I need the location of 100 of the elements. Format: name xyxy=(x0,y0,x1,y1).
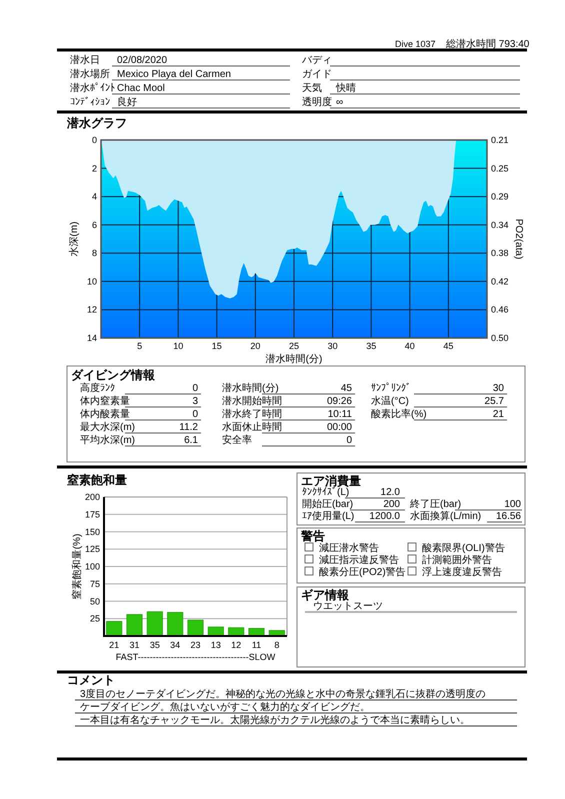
text: 09:26 xyxy=(326,396,352,407)
text: 11.2 xyxy=(179,422,198,433)
text: ｴｱ使用量(L) xyxy=(302,511,354,522)
y-tick-label: 0 xyxy=(92,135,97,145)
y-tick-label: 100 xyxy=(84,562,100,572)
text: エア消費量 xyxy=(301,474,361,488)
text: 水面換算(L/min) xyxy=(410,510,482,522)
y2-tick-label: 0.29 xyxy=(491,192,509,202)
text: 25.7 xyxy=(484,396,504,407)
text: 45 xyxy=(340,383,352,394)
x-tick-label: 15 xyxy=(212,341,222,351)
data-label: 35 xyxy=(150,640,160,650)
bar xyxy=(167,612,184,636)
y-tick-label: 150 xyxy=(84,526,100,537)
text: ∞ xyxy=(336,97,344,108)
y-axis-title: 窒素飽和量(%) xyxy=(71,534,83,600)
text: 00:00 xyxy=(326,422,352,433)
text: 0 xyxy=(192,383,198,394)
text: 透明度 xyxy=(302,96,332,108)
text: 潜水ﾎﾟｲﾝﾄ xyxy=(70,82,115,94)
text: 警告 xyxy=(300,529,325,543)
text: ウエットスーツ xyxy=(313,601,383,612)
text: 浮上速度違反警告 xyxy=(422,566,502,578)
data-label: 8 xyxy=(274,640,280,650)
text: ｻﾝﾌﾟﾘﾝｸﾞ xyxy=(371,382,411,394)
text: 良好 xyxy=(117,96,137,108)
text: 酸素比率(%) xyxy=(371,408,427,420)
y-tick-label: 4 xyxy=(92,192,97,202)
x-tick-label: 40 xyxy=(404,341,415,351)
x-tick-label: 25 xyxy=(288,341,300,351)
y2-tick-label: 0.42 xyxy=(491,276,509,286)
text: ｺﾝﾃﾞｨｼｮﾝ xyxy=(70,96,110,108)
data-label: 23 xyxy=(190,640,201,650)
text: 総潜水時間 793:40 xyxy=(445,38,530,50)
text: FAST-------------------------------------SLOW xyxy=(116,652,276,662)
text: 水面休止時間 xyxy=(222,421,282,433)
data-label: 21 xyxy=(109,640,120,650)
text: Dive 1037 xyxy=(395,39,436,49)
y-tick-label: 75 xyxy=(90,578,100,589)
y-tick-label: 6 xyxy=(92,220,97,230)
text: 高度ﾗﾝｸ xyxy=(80,382,115,394)
text: 酸素限界(OLI)警告 xyxy=(422,542,505,554)
x-tick-label: 10 xyxy=(173,341,184,351)
y2-tick-label: 0.25 xyxy=(491,163,509,174)
text: 体内酸素量 xyxy=(80,408,130,420)
text: 減圧指示違反警告 xyxy=(319,554,399,566)
text: 潜水終了時間 xyxy=(222,408,282,420)
y-tick-label: 200 xyxy=(84,492,100,502)
text: Chac Mool xyxy=(117,83,165,94)
data-label: 11 xyxy=(252,640,262,650)
y2-tick-label: 0.34 xyxy=(491,220,509,230)
text: 平均水深(m) xyxy=(80,434,135,446)
y-tick-label: 8 xyxy=(92,248,97,258)
text: 潜水場所 xyxy=(70,68,110,80)
y-tick-label: 125 xyxy=(84,544,100,554)
text: 計測範囲外警告 xyxy=(422,554,492,566)
text: 最大水深(m) xyxy=(80,421,135,433)
text: ダイビング情報 xyxy=(71,368,156,382)
text: Mexico Playa del Carmen xyxy=(117,69,231,80)
x-tick-label: 30 xyxy=(328,341,338,351)
text: 0 xyxy=(192,409,198,420)
bar xyxy=(187,620,204,636)
x-axis-title: 潜水時間(分) xyxy=(266,353,322,365)
y-tick-label: 25 xyxy=(90,614,100,624)
y-tick-label: 12 xyxy=(86,304,97,315)
text: 3度目のセノーテダイビングだ。神秘的な光の光線と水中の奇景な鍾乳石に抜群の透明度の xyxy=(80,688,486,700)
text: バディ xyxy=(301,55,332,66)
bar xyxy=(106,621,122,636)
data-label: 12 xyxy=(231,640,242,650)
text: 水温(°C) xyxy=(371,395,409,407)
y2-tick-label: 0.38 xyxy=(491,248,509,258)
y-tick-label: 2 xyxy=(92,163,97,174)
text: 潜水時間(分) xyxy=(222,382,279,394)
text: 一本目は有名なチャックモール。太陽光線がカクテル光線のようで本当に素晴らしい。 xyxy=(80,714,470,726)
data-label: 34 xyxy=(170,640,180,650)
text: 10:11 xyxy=(328,409,352,420)
data-label: 13 xyxy=(210,640,221,650)
x-tick-label: 20 xyxy=(250,341,260,351)
chart-title: 潜水グラフ xyxy=(66,116,127,130)
text: コメント xyxy=(67,673,115,687)
text: 200 xyxy=(383,499,400,510)
y-tick-label: 50 xyxy=(90,596,100,606)
text: 12.0 xyxy=(380,487,400,498)
text: 快晴 xyxy=(335,82,356,94)
text: 体内窒素量 xyxy=(80,395,130,407)
text: 30 xyxy=(492,383,504,394)
x-tick-label: 35 xyxy=(366,341,376,351)
text: 開始圧(bar) xyxy=(302,499,354,510)
text: ﾀﾝｸｻｲｽﾞ(L) xyxy=(302,486,350,498)
chart-title: 窒素飽和量 xyxy=(67,473,127,487)
text: ギア情報 xyxy=(301,588,350,602)
y-tick-label: 14 xyxy=(86,333,97,343)
text: 100 xyxy=(504,499,522,510)
text: ガイド xyxy=(302,69,332,80)
y2-tick-label: 0.21 xyxy=(491,135,509,145)
text: 0 xyxy=(346,435,352,446)
text: 減圧潜水警告 xyxy=(319,542,379,554)
x-tick-label: 5 xyxy=(137,341,142,351)
text: 21 xyxy=(492,409,504,420)
bar xyxy=(126,614,143,636)
